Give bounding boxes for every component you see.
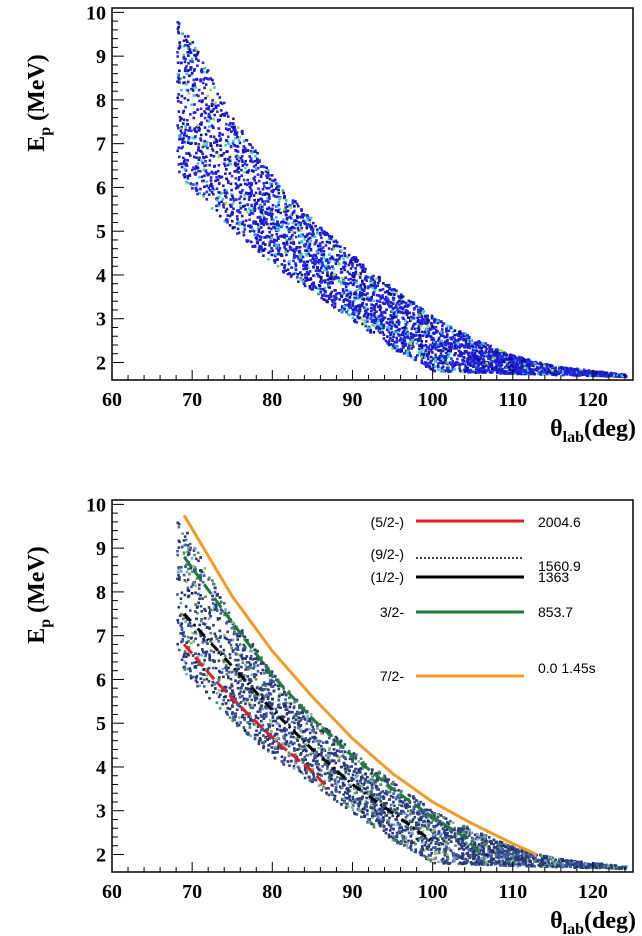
y-tick-label: 3	[96, 801, 106, 823]
x-tick-label: 110	[498, 881, 527, 903]
y-tick-label: 7	[96, 134, 106, 156]
x-tick-label: 80	[262, 389, 282, 411]
x-tick-label: 90	[342, 881, 362, 903]
y-tick-label: 3	[96, 309, 106, 331]
x-tick-label: 110	[498, 389, 527, 411]
y-tick-label: 8	[96, 90, 106, 112]
y-tick-label: 5	[96, 221, 106, 243]
x-axis-title: θlab(deg)	[550, 908, 636, 936]
plot-frame	[111, 7, 634, 381]
scatter-band	[176, 21, 628, 378]
legend: 7/2- 0.0 1.45s 3/2- 853.7 (1/2-) 1363 (9/2-) 15…	[371, 514, 596, 684]
y-tick-label: 2	[96, 844, 106, 866]
y-tick-label: 7	[96, 626, 106, 648]
legend-energy: 0.0 1.45s	[538, 660, 596, 676]
y-tick-label: 8	[96, 582, 106, 604]
plot-panel-bottom: 60 70 80 90 100 110 120 2 3 4 5 6 7 8 9 10 θlab(deg) Ep (…	[24, 494, 636, 936]
x-tick-label: 120	[578, 389, 608, 411]
scatter-band	[176, 521, 628, 870]
y-tick-label: 10	[86, 494, 106, 516]
curve-32	[182, 556, 482, 856]
y-tick-label: 6	[96, 177, 106, 199]
x-tick-label: 60	[102, 881, 122, 903]
x-tick-label: 90	[342, 389, 362, 411]
x-tick-label: 100	[418, 389, 448, 411]
legend-energy: 2004.6	[538, 514, 581, 530]
x-tick-label: 80	[262, 881, 282, 903]
y-tick-label: 5	[96, 713, 106, 735]
x-tick-label: 100	[418, 881, 448, 903]
legend-label: 3/2-	[380, 604, 404, 620]
y-tick-label: 2	[96, 352, 106, 374]
x-tick-label: 60	[102, 389, 122, 411]
y-tick-label: 9	[96, 46, 106, 68]
kinematic-curves	[182, 514, 538, 856]
y-axis-title: Ep (MeV)	[24, 546, 54, 644]
plot-frame	[111, 499, 634, 873]
legend-label: (1/2-)	[371, 569, 404, 585]
legend-label: 7/2-	[380, 668, 404, 684]
legend-energy: 853.7	[538, 604, 573, 620]
curve-72	[182, 514, 538, 856]
legend-label: (9/2-)	[371, 546, 404, 562]
plot-panel-top: 60 70 80 90 100 110 120 2 3 4 5 6 7 8 9 10 θlab(deg) Ep (…	[24, 2, 636, 446]
x-tick-label: 120	[578, 881, 608, 903]
y-axis-title: Ep (MeV)	[24, 54, 54, 152]
y-tick-label: 6	[96, 669, 106, 691]
y-tick-label: 9	[96, 538, 106, 560]
y-tick-label: 4	[96, 265, 106, 287]
legend-energy: 1363	[538, 569, 569, 585]
legend-label: (5/2-)	[371, 514, 404, 530]
x-tick-label: 70	[182, 881, 202, 903]
legend-energy: 1560.9	[538, 558, 581, 574]
y-tick-label: 4	[96, 757, 106, 779]
curve-52	[182, 643, 330, 790]
y-tick-label: 10	[86, 2, 106, 24]
curve-12	[182, 612, 434, 843]
svg-text:Ep (MeV): Ep (MeV)	[24, 54, 54, 152]
x-tick-label: 70	[182, 389, 202, 411]
x-axis-title: θlab(deg)	[550, 416, 636, 446]
